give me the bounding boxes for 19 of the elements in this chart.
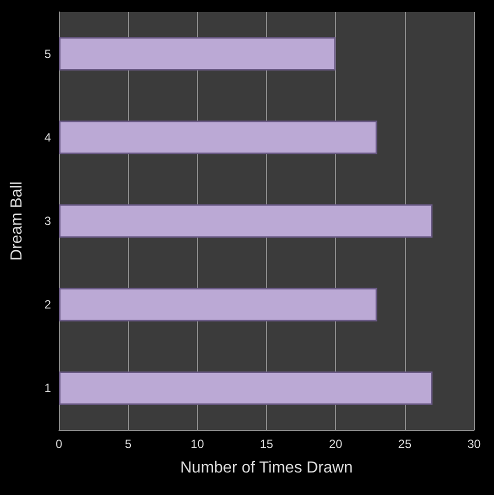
y-tick-label: 3 xyxy=(44,214,52,228)
x-tick-label: 10 xyxy=(190,437,204,451)
bar xyxy=(59,288,378,322)
y-tick-label: 1 xyxy=(44,381,52,396)
bar xyxy=(59,120,378,154)
x-tick-label: 0 xyxy=(56,437,63,451)
y-tick-label: 2 xyxy=(44,298,52,312)
bar xyxy=(59,204,432,238)
x-tick-label: 30 xyxy=(467,437,481,451)
x-tick-label: 5 xyxy=(124,437,132,451)
x-tick-label: 20 xyxy=(328,437,343,451)
bar xyxy=(59,37,336,71)
bar xyxy=(59,371,432,405)
x-axis-title: Number of Times Drawn xyxy=(180,460,353,476)
y-axis-title: Dream Ball xyxy=(8,181,26,261)
x-tick-label: 15 xyxy=(260,437,274,451)
y-tick-label: 4 xyxy=(44,130,52,144)
y-tick-label: 5 xyxy=(44,46,52,61)
x-tick-label: 25 xyxy=(398,437,412,451)
